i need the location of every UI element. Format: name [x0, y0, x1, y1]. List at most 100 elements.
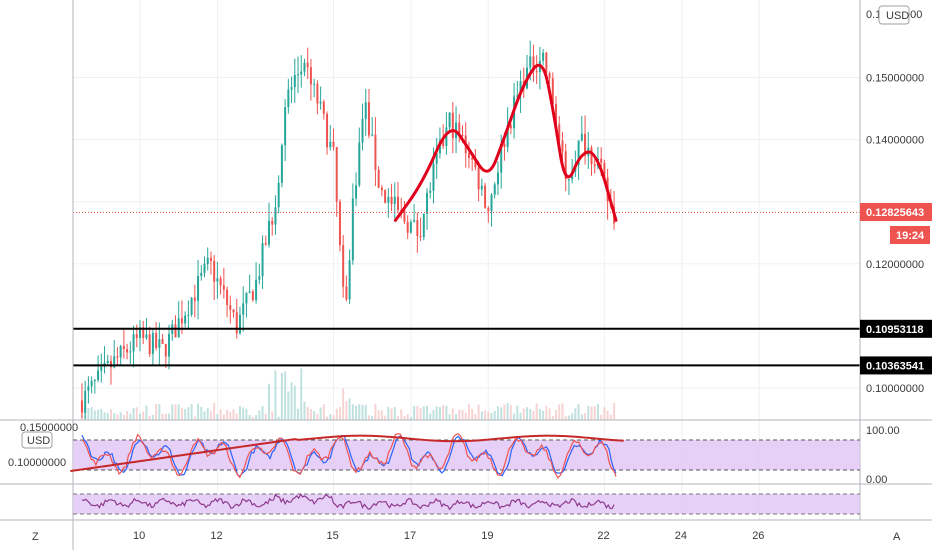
candle-body[interactable] [161, 339, 164, 344]
candle-body[interactable] [174, 324, 177, 338]
candle-body[interactable] [322, 101, 325, 114]
candle-body[interactable] [248, 291, 251, 293]
candle-body[interactable] [203, 263, 206, 273]
candle-body[interactable] [287, 89, 290, 108]
candle-body[interactable] [313, 83, 316, 85]
candle-body[interactable] [271, 220, 274, 225]
candle-body[interactable] [229, 305, 232, 310]
candle-body[interactable] [429, 190, 432, 193]
candle-body[interactable] [467, 153, 470, 159]
candle-body[interactable] [422, 213, 425, 238]
candle-body[interactable] [306, 62, 309, 68]
trend-drawing[interactable] [393, 63, 618, 222]
candle-body[interactable] [238, 314, 241, 334]
candle-body[interactable] [164, 343, 167, 357]
candle-body[interactable] [355, 185, 358, 199]
candle-body[interactable] [245, 292, 248, 304]
candle-body[interactable] [187, 314, 190, 316]
candle-body[interactable] [477, 167, 480, 190]
candle-body[interactable] [303, 62, 306, 72]
candle-body[interactable] [532, 56, 535, 72]
candle-body[interactable] [390, 196, 393, 204]
candle-body[interactable] [413, 220, 416, 222]
candle-body[interactable] [158, 339, 161, 349]
candle-body[interactable] [564, 151, 567, 180]
candle-body[interactable] [290, 87, 293, 90]
candle-body[interactable] [416, 220, 419, 237]
candle-body[interactable] [345, 286, 348, 300]
candle-body[interactable] [426, 192, 429, 214]
candle-body[interactable] [603, 162, 606, 178]
scale-mode-z-button[interactable]: Z [32, 531, 39, 543]
candle-body[interactable] [406, 221, 409, 233]
candle-body[interactable] [551, 78, 554, 105]
candle-body[interactable] [516, 95, 519, 97]
candle-body[interactable] [280, 145, 283, 183]
candle-body[interactable] [274, 207, 277, 225]
candle-body[interactable] [255, 279, 258, 301]
candle-body[interactable] [264, 243, 267, 245]
candle-body[interactable] [419, 236, 422, 238]
candle-body[interactable] [387, 196, 390, 203]
candle-body[interactable] [151, 332, 154, 354]
candle-body[interactable] [84, 390, 87, 413]
candle-body[interactable] [445, 127, 448, 147]
candle-body[interactable] [148, 334, 151, 354]
candle-body[interactable] [80, 400, 83, 413]
candle-body[interactable] [519, 81, 522, 96]
candle-body[interactable] [448, 112, 451, 128]
candle-body[interactable] [484, 185, 487, 208]
candle-body[interactable] [432, 163, 435, 191]
currency-badge[interactable] [878, 5, 910, 25]
candle-body[interactable] [293, 74, 296, 88]
candle-body[interactable] [116, 356, 119, 358]
candle-body[interactable] [145, 334, 148, 338]
candle-body[interactable] [300, 71, 303, 75]
candle-body[interactable] [397, 196, 399, 210]
candle-body[interactable] [226, 289, 229, 306]
candle-body[interactable] [548, 72, 551, 79]
candle-body[interactable] [471, 158, 474, 160]
candle-body[interactable] [139, 327, 141, 338]
candle-body[interactable] [316, 83, 319, 104]
candle-body[interactable] [335, 147, 338, 202]
candle-body[interactable] [106, 360, 109, 364]
candle-body[interactable] [193, 297, 196, 301]
candle-body[interactable] [100, 366, 103, 371]
candle-body[interactable] [90, 380, 93, 387]
candle-body[interactable] [358, 142, 361, 186]
candle-body[interactable] [529, 56, 532, 68]
candle-body[interactable] [155, 332, 158, 349]
candle-body[interactable] [319, 101, 322, 104]
candle-body[interactable] [219, 278, 222, 286]
candle-body[interactable] [580, 133, 583, 141]
candle-body[interactable] [593, 164, 596, 167]
candle-body[interactable] [590, 147, 593, 165]
candle-body[interactable] [122, 345, 125, 350]
candle-body[interactable] [235, 312, 238, 334]
candle-body[interactable] [329, 141, 332, 148]
candle-body[interactable] [506, 125, 509, 147]
candle-body[interactable] [126, 349, 129, 353]
candle-body[interactable] [435, 153, 438, 164]
candle-body[interactable] [351, 198, 354, 261]
candle-body[interactable] [129, 351, 132, 353]
candle-body[interactable] [371, 134, 374, 136]
candle-body[interactable] [132, 334, 135, 352]
candle-body[interactable] [184, 315, 187, 324]
candle-body[interactable] [490, 194, 493, 211]
candle-body[interactable] [487, 207, 490, 211]
candle-body[interactable] [309, 67, 312, 85]
candle-body[interactable] [364, 102, 367, 119]
candle-body[interactable] [584, 133, 587, 156]
candle-body[interactable] [374, 134, 377, 170]
candle-body[interactable] [190, 297, 193, 315]
candle-body[interactable] [332, 141, 335, 148]
time-axis[interactable]: 10 12 15 17 19 22 24 26 [133, 530, 764, 542]
candle-body[interactable] [458, 122, 461, 135]
candle-body[interactable] [242, 303, 245, 315]
candle-body[interactable] [277, 182, 280, 208]
candle-body[interactable] [168, 333, 171, 357]
volume-currency-badge[interactable] [21, 431, 53, 449]
candle-body[interactable] [113, 356, 116, 368]
